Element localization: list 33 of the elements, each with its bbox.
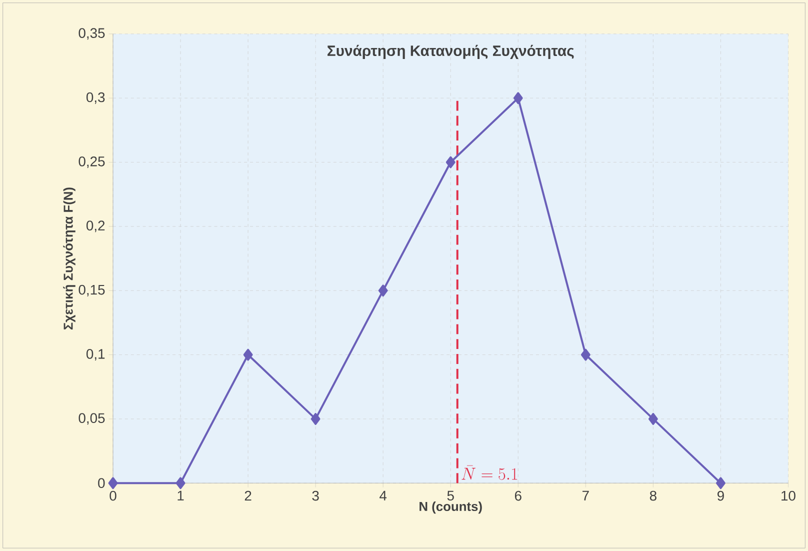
y-tick-label: 0,05 (78, 413, 105, 425)
y-tick-label: 0,3 (86, 92, 105, 104)
x-tick-label: 7 (582, 490, 589, 500)
point (176, 477, 186, 490)
x-tick-label: 0 (110, 490, 116, 501)
y-tick-label: 0,35 (78, 28, 105, 40)
x-tick-label: 4 (380, 490, 387, 500)
point (648, 413, 658, 425)
point (243, 348, 253, 361)
x-tick-label: 8 (650, 490, 656, 501)
ref-line-label: $\bar{N} = 5.1$ (462, 465, 518, 480)
y-tick-label: 0,1 (86, 349, 105, 361)
y-axis-title: Σχετική Συχνότητα F(N) (63, 188, 76, 330)
x-tick-label: 2 (244, 490, 252, 501)
point (580, 348, 590, 361)
x-tick-label: 5 (447, 490, 454, 501)
x-tick-label: 3 (312, 490, 319, 501)
y-tick-label: 0,15 (78, 284, 105, 296)
point (513, 92, 523, 104)
x-axis-title: N (counts) (420, 502, 482, 514)
x-tick-label: 9 (717, 490, 724, 501)
point (716, 477, 726, 490)
y-tick-label: 0,25 (78, 156, 105, 168)
x-tick-label: 10 (782, 490, 796, 501)
y-tick-label: 0,2 (86, 220, 105, 232)
y-tick-label: 0 (98, 478, 105, 488)
x-tick-label: 6 (514, 490, 522, 501)
x-tick-label: 1 (178, 490, 184, 500)
point (310, 413, 320, 425)
text: Συνάρτηση Κατανομής Συχνότητας (328, 44, 574, 60)
point (108, 477, 118, 490)
point (446, 156, 456, 168)
point (378, 284, 388, 297)
